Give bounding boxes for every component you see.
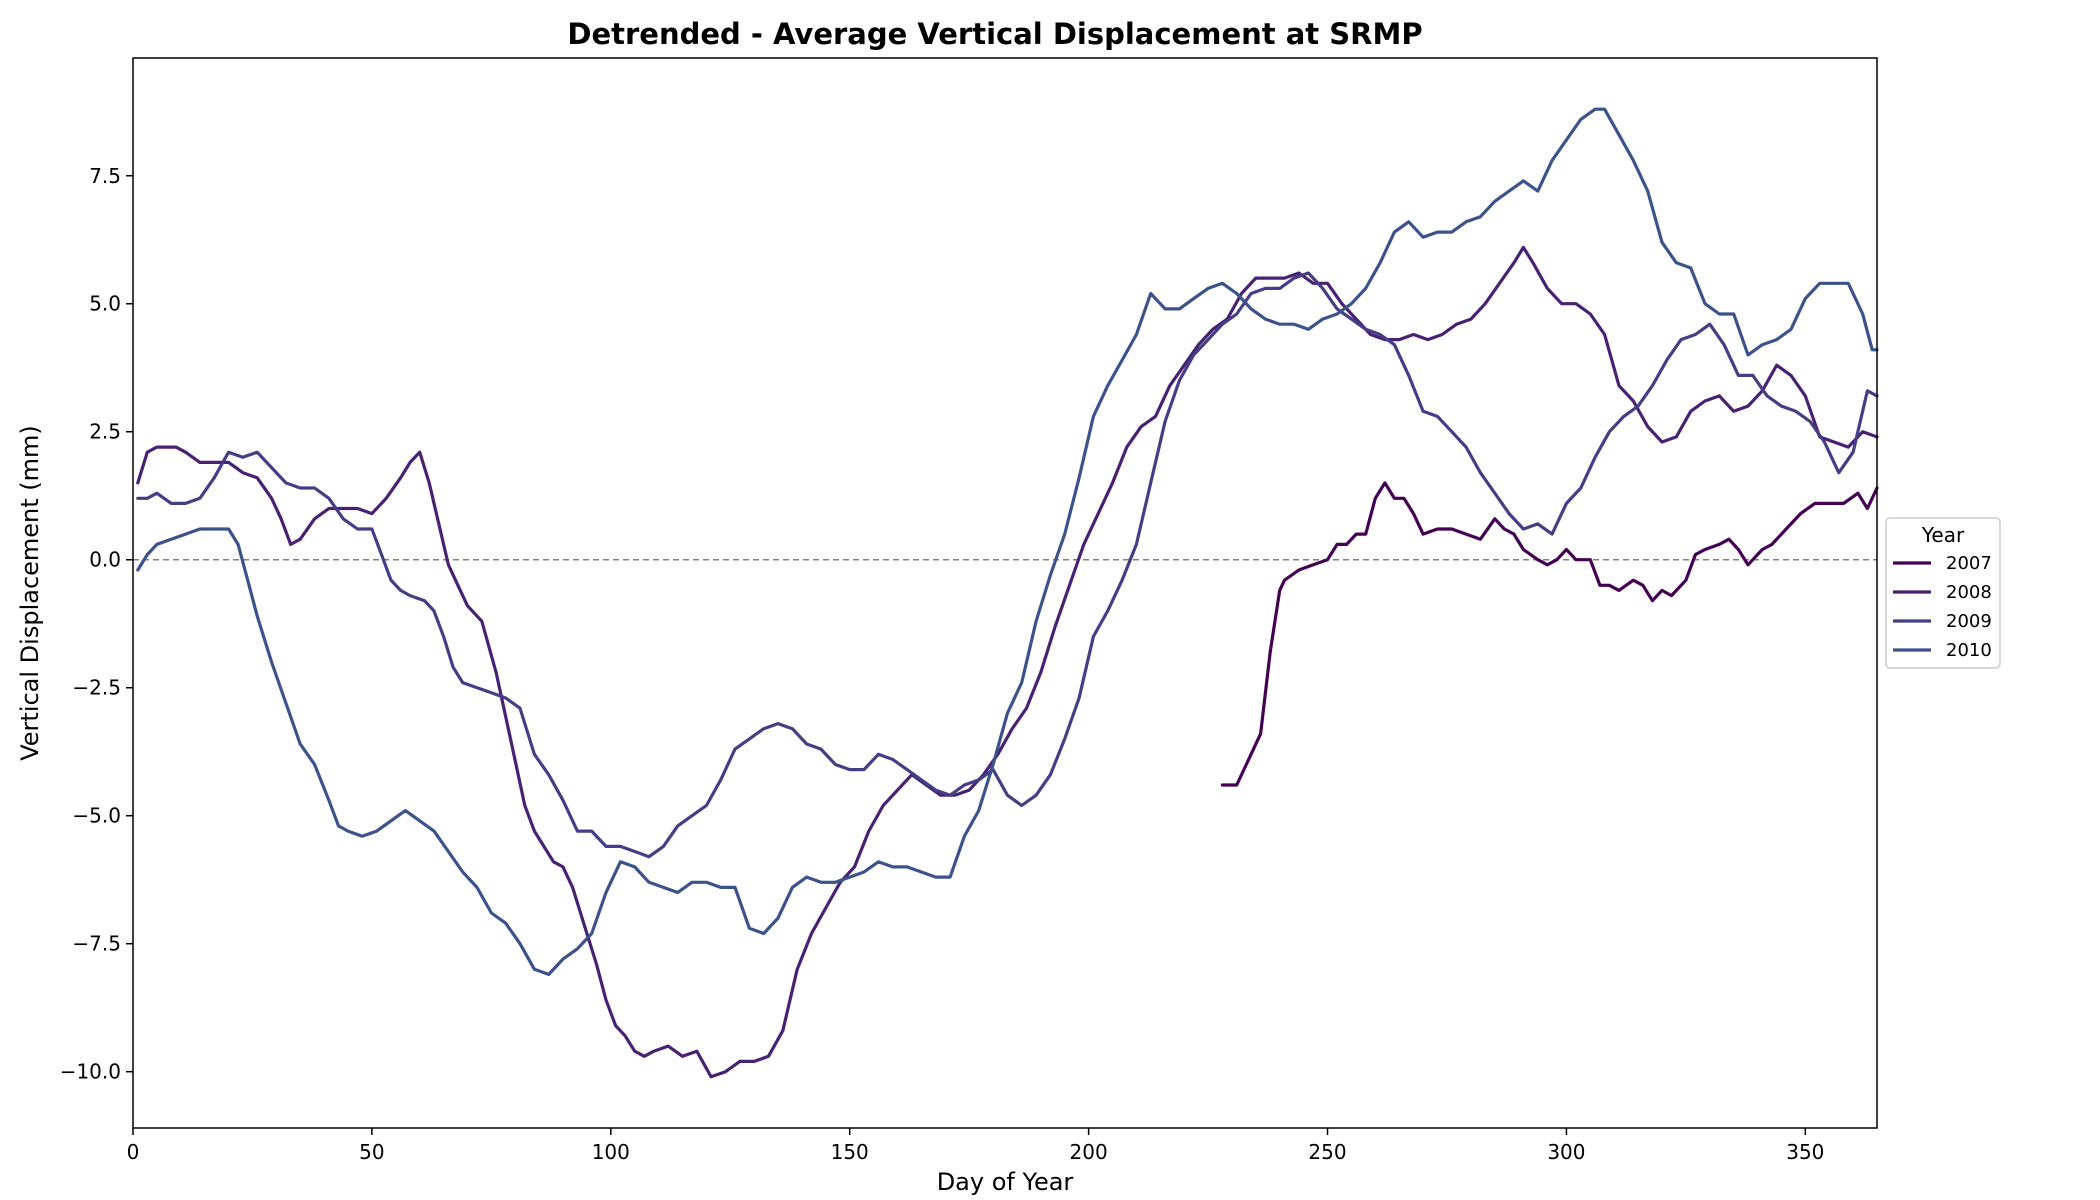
- legend-box: [1885, 517, 2001, 669]
- x-tick-label: 0: [127, 1140, 140, 1164]
- y-tick-label: −10.0: [60, 1060, 121, 1084]
- series-line-2009: [136, 271, 1879, 859]
- legend-entries: 2007 2008 2009 2010: [1893, 553, 1992, 661]
- series-line-2007: [1220, 481, 1879, 787]
- y-tick-label: −2.5: [72, 676, 121, 700]
- legend-label-2008: 2008: [1946, 582, 1992, 603]
- y-tick-label: −5.0: [72, 804, 121, 828]
- x-tick-label: 350: [1786, 1140, 1824, 1164]
- legend-label-2010: 2010: [1946, 640, 1992, 661]
- y-tick-label: 7.5: [89, 164, 121, 188]
- x-axis-ticks: 0 50 100 150 200 250 300 350: [127, 1128, 1824, 1164]
- legend-label-2007: 2007: [1946, 553, 1992, 574]
- x-axis-label: Day of Year: [937, 1168, 1074, 1196]
- legend: Year 2007 2008 2009 2010: [1885, 517, 2001, 669]
- y-tick-label: 0.0: [89, 548, 121, 572]
- y-tick-label: 5.0: [89, 292, 121, 316]
- y-tick-label: −7.5: [72, 932, 121, 956]
- y-axis-label: Vertical Displacement (mm): [16, 425, 44, 761]
- chart-title: Detrended - Average Vertical Displacemen…: [567, 17, 1422, 51]
- legend-title: Year: [1921, 523, 1965, 547]
- x-tick-label: 50: [359, 1140, 384, 1164]
- plot-background: [133, 58, 1877, 1128]
- x-tick-label: 100: [592, 1140, 630, 1164]
- y-axis-ticks: −10.0 −7.5 −5.0 −2.5 0.0 2.5 5.0 7.5: [60, 164, 133, 1084]
- x-tick-label: 300: [1547, 1140, 1585, 1164]
- plot-area: [132, 57, 1879, 1129]
- series-line-2010: [136, 107, 1879, 977]
- x-tick-label: 200: [1070, 1140, 1108, 1164]
- series-group: [136, 107, 1879, 1079]
- x-tick-label: 250: [1308, 1140, 1346, 1164]
- plot-frame: [132, 57, 1878, 1129]
- y-tick-label: 2.5: [89, 420, 121, 444]
- legend-label-2009: 2009: [1946, 611, 1992, 632]
- x-tick-label: 150: [831, 1140, 869, 1164]
